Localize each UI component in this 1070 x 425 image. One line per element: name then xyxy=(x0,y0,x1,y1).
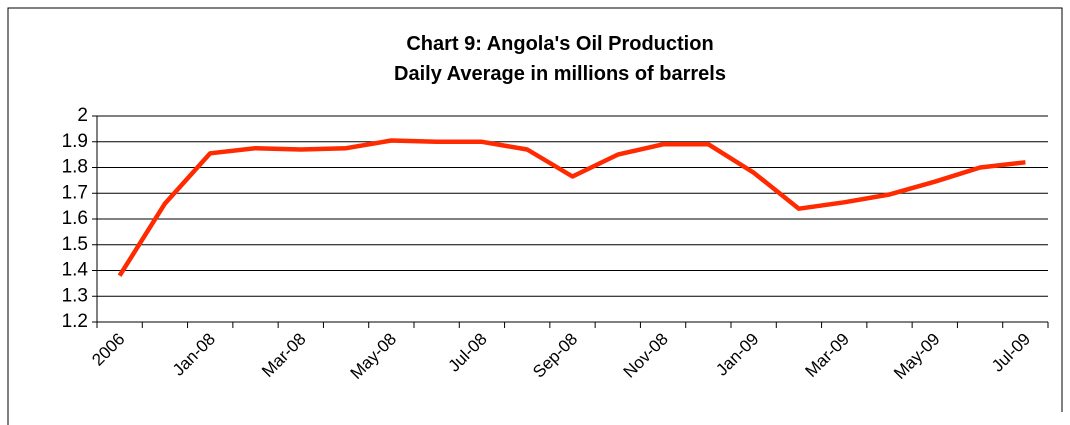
x-tick-label: Jul-08 xyxy=(445,329,491,375)
y-tick-label: 1.9 xyxy=(62,131,88,152)
data-line xyxy=(117,138,1026,277)
x-tick-label: Jul-09 xyxy=(988,329,1034,375)
x-tick-label: May-08 xyxy=(347,329,401,383)
y-tick-label: 1.6 xyxy=(62,208,88,229)
y-tick-label: 1.3 xyxy=(62,285,88,306)
y-tick-label: 2 xyxy=(77,105,88,126)
y-tick-label: 1.8 xyxy=(62,157,88,178)
x-tick-label: Mar-09 xyxy=(802,329,854,381)
chart-frame xyxy=(7,7,1063,425)
y-tick-label: 1.5 xyxy=(62,234,88,255)
y-tick-label: 1.2 xyxy=(62,311,88,332)
x-tick-label: Nov-08 xyxy=(620,329,672,381)
x-tick-label: Mar-08 xyxy=(258,329,310,381)
x-tick-label: May-09 xyxy=(890,329,944,383)
x-tick-label: Jan-09 xyxy=(712,329,762,379)
x-tick-label: Jan-08 xyxy=(169,329,219,379)
chart-subtitle: Daily Average in millions of barrels xyxy=(394,63,726,85)
chart-title: Chart 9: Angola's Oil Production xyxy=(406,33,713,55)
x-tick-label: 2006 xyxy=(88,329,128,369)
y-tick-label: 1.7 xyxy=(62,182,88,203)
y-tick-label: 1.4 xyxy=(62,260,89,281)
x-tick-label: Sep-08 xyxy=(529,329,581,381)
